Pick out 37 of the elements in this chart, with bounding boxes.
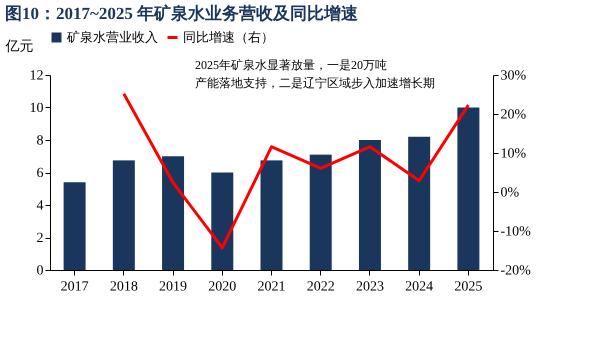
chart-title: 图10：2017~2025 年矿泉水业务营收及同比增速 bbox=[5, 4, 358, 23]
x-tick-label: 2019 bbox=[159, 280, 188, 294]
y-tick-label: 4 bbox=[36, 198, 44, 214]
annotation: 2025年矿泉水显著放量，一是20万吨产能落地支持，二是辽宁区域步入加速增长期 bbox=[195, 58, 435, 90]
y-axis-title: 亿元 bbox=[4, 38, 34, 54]
x-tick-label: 2018 bbox=[110, 280, 138, 294]
bar bbox=[457, 108, 480, 270]
x-tick-label: 2022 bbox=[306, 280, 335, 294]
line-series bbox=[122, 92, 470, 250]
bar bbox=[358, 140, 381, 270]
y2-tick-label: 30% bbox=[500, 68, 526, 84]
bar bbox=[408, 136, 430, 270]
bar bbox=[211, 172, 234, 270]
bar bbox=[260, 160, 282, 270]
x-tick-label: 2023 bbox=[356, 280, 384, 294]
x-tick-label: 2021 bbox=[258, 280, 286, 294]
y-tick-label: 2 bbox=[36, 231, 44, 246]
y-tick-label: 0 bbox=[36, 264, 44, 278]
legend-label: 矿泉水营业收入 bbox=[66, 30, 158, 44]
y2-tick-label: 20% bbox=[500, 108, 526, 122]
bar bbox=[310, 154, 332, 270]
y-tick-label: 6 bbox=[36, 166, 44, 181]
y2-tick-label: -10% bbox=[500, 224, 532, 240]
y-tick-label: 10 bbox=[30, 101, 44, 116]
x-tick-label: 2020 bbox=[208, 280, 236, 294]
bar bbox=[64, 182, 86, 270]
bar bbox=[162, 156, 184, 270]
y-tick-label: 12 bbox=[30, 68, 44, 84]
y-tick-label: 8 bbox=[36, 134, 44, 148]
x-tick-label: 2024 bbox=[405, 280, 434, 294]
y2-tick-label: -20% bbox=[500, 264, 532, 278]
legend-label: 同比增速（右） bbox=[183, 30, 274, 44]
x-tick-label: 2025 bbox=[454, 280, 482, 294]
x-tick-label: 2017 bbox=[60, 280, 89, 294]
y2-tick-label: 0% bbox=[500, 186, 520, 200]
bar bbox=[112, 160, 135, 270]
y2-tick-label: 10% bbox=[500, 146, 526, 162]
